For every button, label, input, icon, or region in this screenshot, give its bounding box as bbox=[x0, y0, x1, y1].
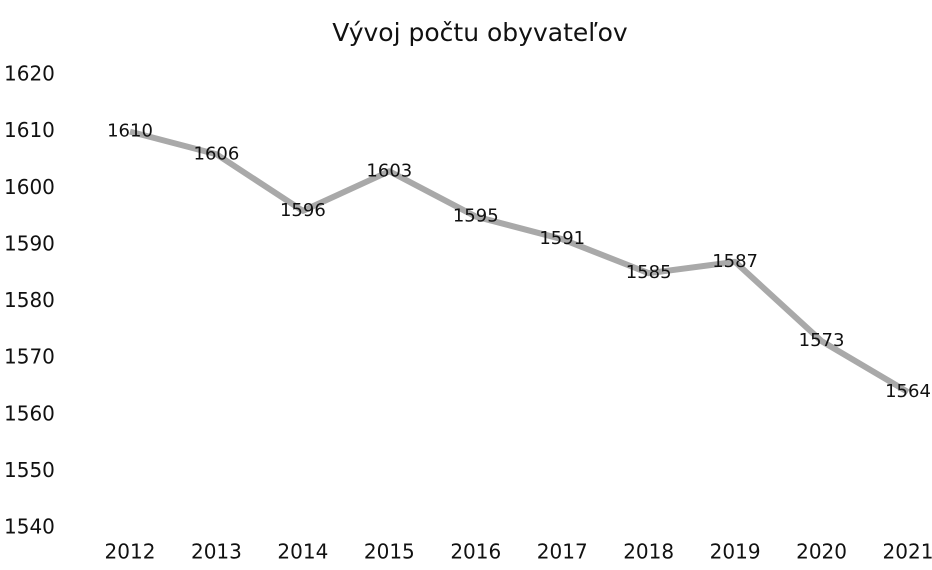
data-label: 1603 bbox=[366, 160, 412, 181]
x-tick-label: 2014 bbox=[277, 540, 328, 564]
data-label: 1591 bbox=[539, 228, 585, 249]
data-label: 1610 bbox=[107, 121, 153, 142]
x-tick-label: 2021 bbox=[883, 540, 932, 564]
data-label: 1564 bbox=[885, 381, 931, 402]
y-tick-label: 1620 bbox=[4, 62, 55, 86]
x-tick-label: 2013 bbox=[191, 540, 242, 564]
x-tick-label: 2017 bbox=[537, 540, 588, 564]
x-tick-label: 2018 bbox=[623, 540, 674, 564]
y-tick-label: 1610 bbox=[4, 118, 55, 142]
y-tick-label: 1570 bbox=[4, 345, 55, 369]
x-tick-label: 2012 bbox=[105, 540, 156, 564]
chart-title: Vývoj počtu obyvateľov bbox=[332, 18, 628, 47]
y-tick-label: 1590 bbox=[4, 231, 55, 255]
data-label: 1585 bbox=[626, 262, 672, 283]
x-tick-label: 2015 bbox=[364, 540, 415, 564]
x-tick-label: 2020 bbox=[796, 540, 847, 564]
data-label: 1606 bbox=[194, 143, 240, 164]
data-label: 1596 bbox=[280, 200, 326, 221]
data-label: 1595 bbox=[453, 206, 499, 227]
data-label: 1587 bbox=[712, 251, 758, 272]
x-tick-label: 2019 bbox=[710, 540, 761, 564]
y-tick-label: 1600 bbox=[4, 175, 55, 199]
data-label: 1573 bbox=[799, 330, 845, 351]
x-tick-label: 2016 bbox=[450, 540, 501, 564]
y-tick-label: 1580 bbox=[4, 288, 55, 312]
y-tick-label: 1560 bbox=[4, 401, 55, 425]
line bbox=[129, 128, 910, 395]
y-tick-label: 1550 bbox=[4, 458, 55, 482]
y-tick-label: 1540 bbox=[4, 515, 55, 539]
